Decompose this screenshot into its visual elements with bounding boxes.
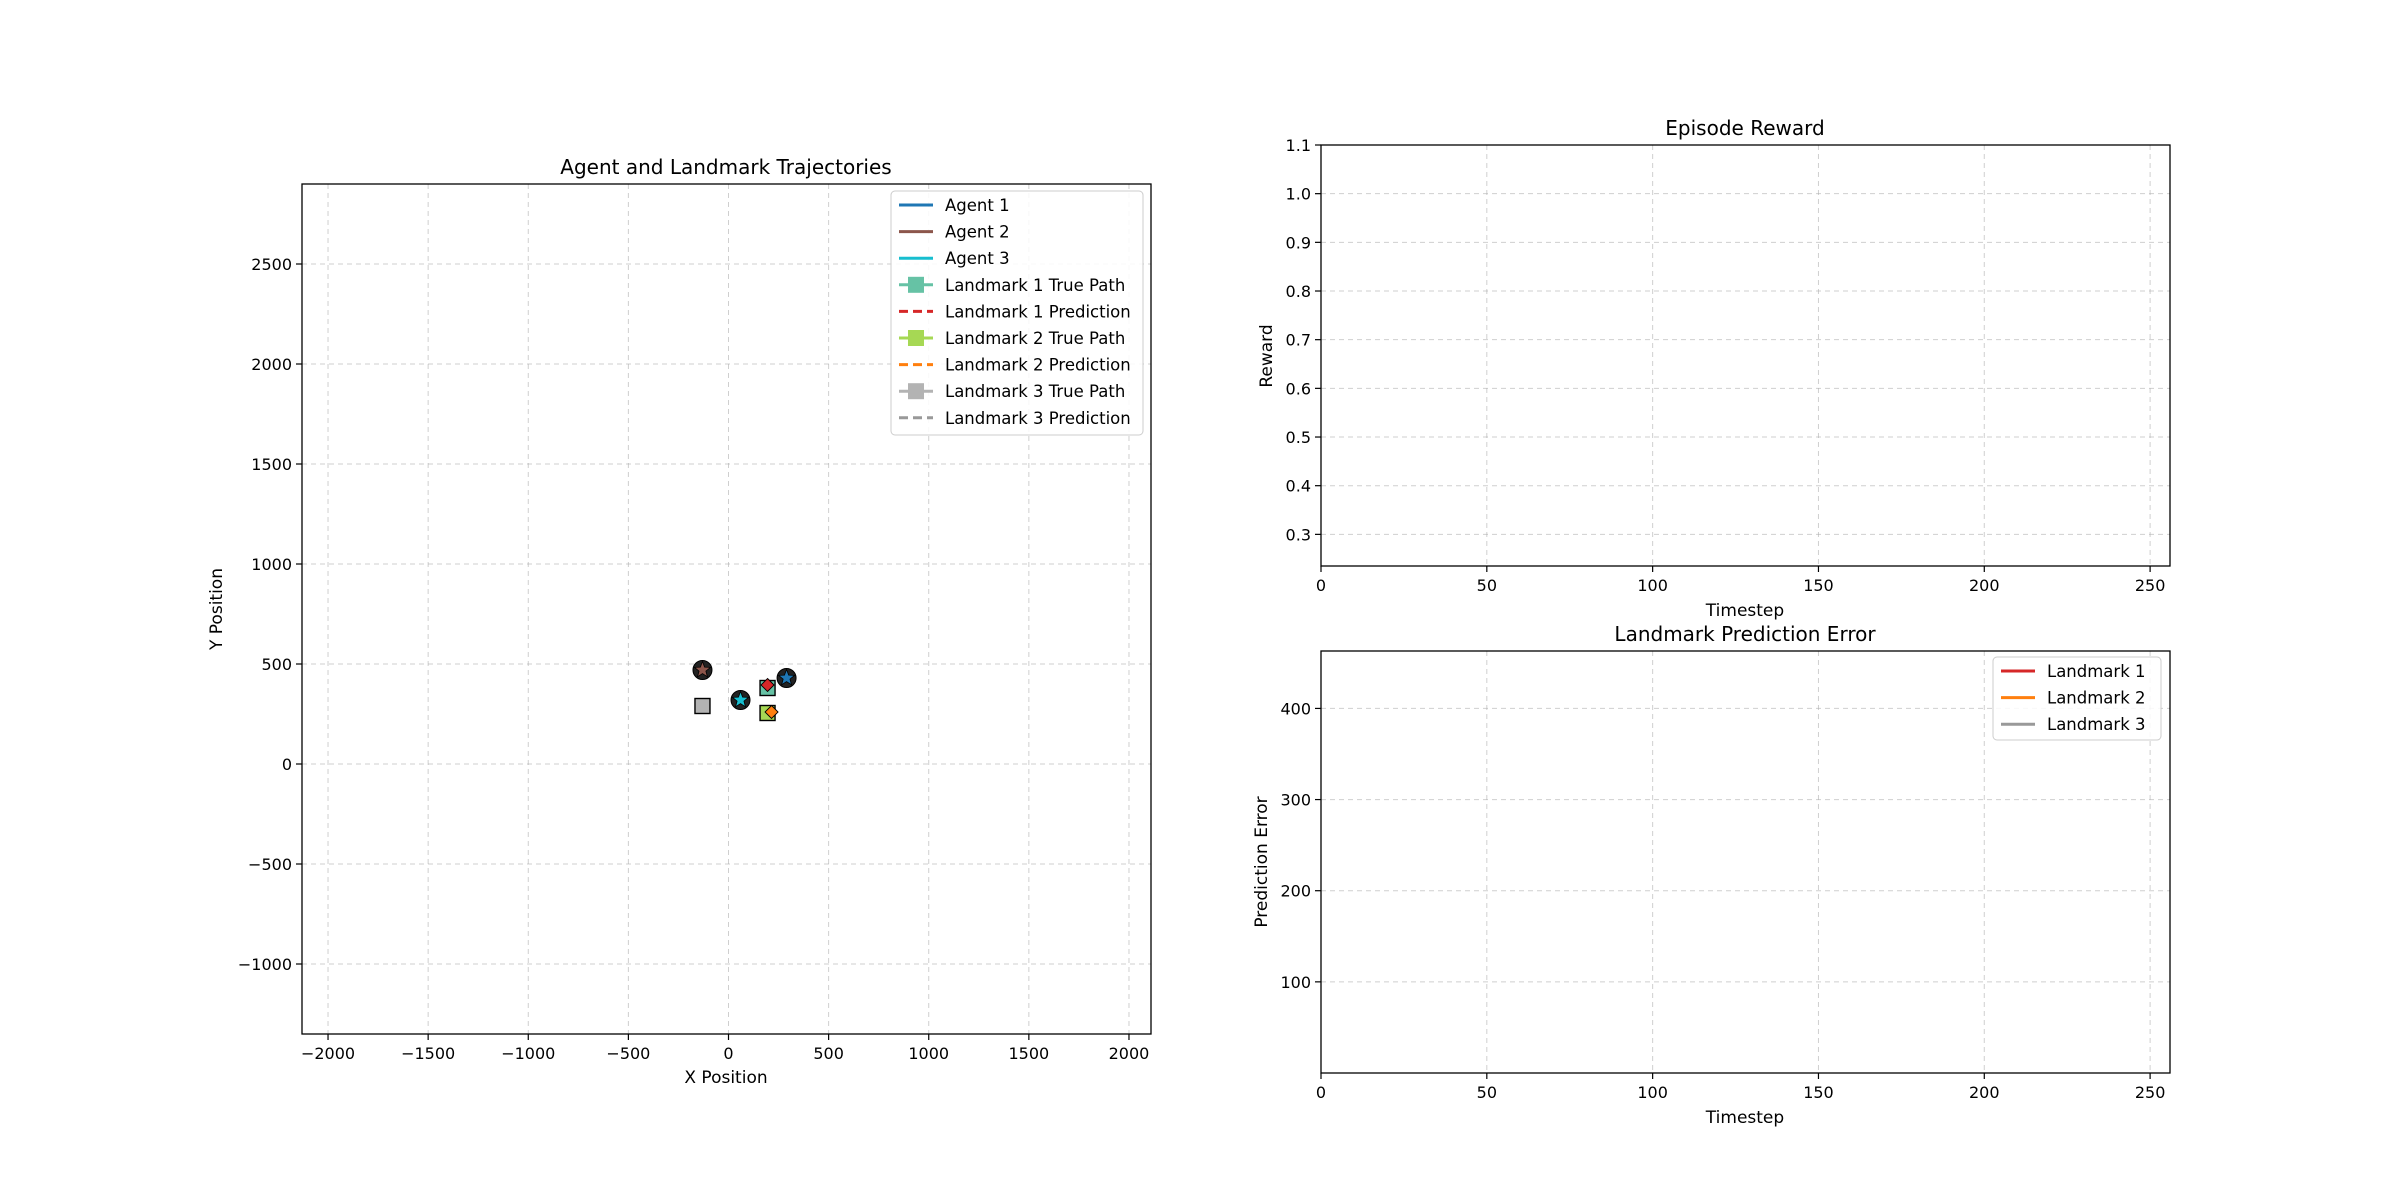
trajectory-y-tick-label: −1000 [238, 955, 292, 974]
reward-x-tick-label: 250 [2135, 576, 2166, 595]
error-xticks: 0 50 100 150 200 250 [1316, 1073, 2165, 1102]
legend-entry-landmark-3-prediction-label: Landmark 3 Prediction [945, 409, 1131, 428]
trajectory-x-tick-label: −1500 [401, 1044, 455, 1063]
reward-y-tick-label: 0.3 [1286, 525, 1311, 544]
trajectory-plot: −2000 −1500 −1000 −500 0 500 1000 1500 2000 −100… [207, 155, 1152, 1088]
trajectory-x-label: X Position [684, 1068, 767, 1088]
legend-entry-landmark-1-label: Landmark 1 [2047, 662, 2146, 681]
trajectory-xticks: −2000 −1500 −1000 −500 0 500 1000 1500 2000 [301, 1034, 1149, 1063]
reward-x-tick-label: 150 [1803, 576, 1834, 595]
landmark-1-prediction-marker [760, 677, 775, 693]
trajectory-y-tick-label: 0 [282, 755, 292, 774]
error-x-tick-label: 150 [1803, 1083, 1834, 1102]
legend-entry-landmark-3-true-path-label: Landmark 3 True Path [945, 382, 1125, 401]
reward-y-tick-label: 0.7 [1286, 331, 1311, 350]
error-y-tick-label: 400 [1280, 699, 1311, 718]
trajectory-grid [302, 184, 1151, 1034]
error-x-tick-label: 250 [2135, 1083, 2166, 1102]
error-y-tick-label: 200 [1280, 882, 1311, 901]
reward-plot: 0 50 100 150 200 250 0.3 0.4 0.5 0.6 0.7 0.8 0.9 1.0… [1257, 116, 2171, 621]
trajectory-y-tick-label: 2000 [251, 355, 292, 374]
trajectory-x-tick-label: −2000 [301, 1044, 355, 1063]
error-x-tick-label: 0 [1316, 1083, 1326, 1102]
reward-x-tick-label: 200 [1969, 576, 2000, 595]
legend-entry-landmark-1-true-path-square [908, 276, 924, 293]
reward-title: Episode Reward [1665, 116, 1824, 140]
agent-2-star-marker [693, 660, 712, 678]
trajectory-x-tick-label: 0 [723, 1044, 733, 1063]
error-plot: 0 50 100 150 200 250 100 200 300 400 Landmark Pr… [1252, 622, 2171, 1128]
trajectory-x-tick-label: 1500 [1008, 1044, 1049, 1063]
trajectory-markers [692, 660, 797, 722]
reward-y-tick-label: 0.8 [1286, 282, 1311, 301]
reward-y-tick-label: 0.6 [1286, 379, 1311, 398]
legend-entry-agent-2-label: Agent 2 [945, 223, 1010, 242]
error-legend: Landmark 1 Landmark 2 Landmark 3 [1992, 656, 2162, 741]
legend-entry-landmark-2-true-path-label: Landmark 2 True Path [945, 329, 1125, 348]
error-x-tick-label: 200 [1969, 1083, 2000, 1102]
error-yticks: 100 200 300 400 [1280, 699, 1321, 992]
error-y-tick-label: 100 [1280, 973, 1311, 992]
legend-entry-landmark-2-prediction-label: Landmark 2 Prediction [945, 356, 1131, 375]
reward-yticks: 0.3 0.4 0.5 0.6 0.7 0.8 0.9 1.0 1.1 [1286, 136, 1321, 544]
reward-x-label: Timestep [1705, 601, 1784, 621]
trajectory-x-tick-label: 1000 [908, 1044, 949, 1063]
landmark-3-true-path-marker [694, 697, 711, 715]
error-x-label: Timestep [1705, 1108, 1784, 1128]
legend-entry-agent-1-label: Agent 1 [945, 196, 1010, 215]
legend-entry-landmark-2-true-path-square [908, 330, 924, 346]
trajectory-y-tick-label: 2500 [251, 255, 292, 274]
reward-y-tick-label: 1.1 [1286, 136, 1311, 155]
trajectory-x-tick-label: −1000 [501, 1044, 555, 1063]
trajectory-plot-frame [301, 183, 1152, 1035]
reward-x-tick-label: 0 [1316, 576, 1326, 595]
trajectory-title: Agent and Landmark Trajectories [560, 155, 891, 179]
reward-y-tick-label: 1.0 [1286, 185, 1311, 204]
trajectory-legend-frame [890, 190, 1144, 436]
error-x-tick-label: 50 [1477, 1083, 1497, 1102]
error-y-tick-label: 300 [1280, 791, 1311, 810]
trajectory-y-label: Y Position [207, 568, 227, 651]
reward-y-tick-label: 0.9 [1286, 233, 1311, 252]
trajectory-yticks: −1000 −500 0 500 1000 1500 2000 2500 [238, 255, 302, 974]
landmark-2-prediction-marker [764, 704, 779, 720]
reward-xticks: 0 50 100 150 200 250 [1316, 566, 2165, 595]
reward-y-tick-label: 0.4 [1286, 477, 1311, 496]
legend-entry-landmark-1-true-path-label: Landmark 1 True Path [945, 276, 1125, 295]
trajectory-x-tick-label: −500 [606, 1044, 650, 1063]
trajectory-legend: Agent 1 Agent 2 Agent 3 Landmark 1 True Pat… [890, 190, 1144, 436]
trajectory-y-tick-label: −500 [248, 855, 292, 874]
legend-entry-landmark-2-label: Landmark 2 [2047, 689, 2146, 708]
error-plot-frame [1320, 650, 2171, 1074]
error-title: Landmark Prediction Error [1614, 622, 1876, 646]
reward-y-label: Reward [1257, 324, 1277, 387]
error-legend-frame [1992, 656, 2162, 741]
error-x-tick-label: 100 [1637, 1083, 1668, 1102]
agent-3-star-marker [731, 690, 750, 708]
legend-entry-agent-3-label: Agent 3 [945, 249, 1010, 268]
legend-entry-landmark-1-prediction-label: Landmark 1 Prediction [945, 302, 1131, 321]
trajectory-y-tick-label: 1500 [251, 455, 292, 474]
legend-entry-landmark-3-label: Landmark 3 [2047, 715, 2146, 734]
reward-plot-frame [1320, 144, 2171, 567]
reward-x-tick-label: 50 [1477, 576, 1497, 595]
trajectory-x-tick-label: 2000 [1109, 1044, 1150, 1063]
agent-1-star-marker [777, 668, 796, 686]
error-y-label: Prediction Error [1252, 796, 1272, 927]
trajectory-x-tick-label: 500 [813, 1044, 844, 1063]
trajectory-y-tick-label: 500 [261, 655, 292, 674]
legend-entry-landmark-3-true-path-square [908, 383, 924, 400]
reward-x-tick-label: 100 [1637, 576, 1668, 595]
trajectory-y-tick-label: 1000 [251, 555, 292, 574]
reward-y-tick-label: 0.5 [1286, 428, 1311, 447]
